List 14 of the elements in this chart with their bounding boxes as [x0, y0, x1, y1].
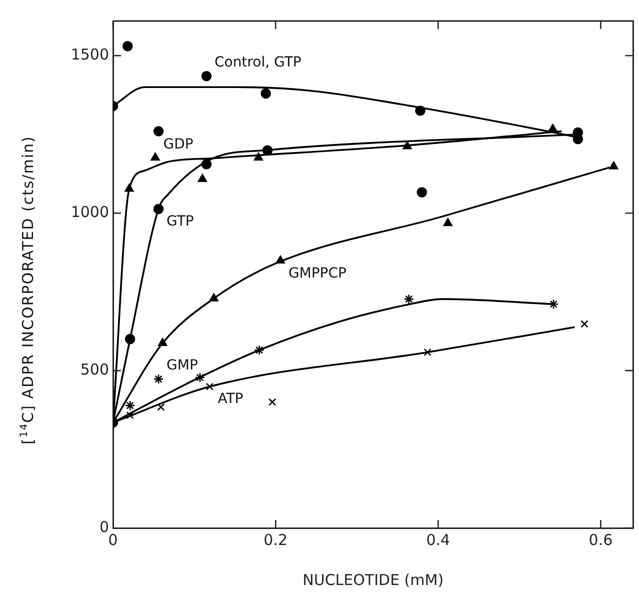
y-tick-label: 1000	[70, 202, 109, 221]
annotation: GTP	[166, 214, 194, 230]
y-tick-label: 1500	[70, 46, 109, 64]
x-tick-label: 0.6	[588, 530, 613, 549]
x-tick-label: 0.4	[426, 530, 450, 549]
annotation: GDP	[163, 136, 194, 152]
annotation: GMPPCP	[288, 265, 346, 282]
annotation: Control, GTP	[214, 54, 302, 71]
y-tick-label: 0	[99, 518, 109, 536]
annotation: GMP	[166, 358, 198, 374]
x-tick-label: 0.2	[264, 530, 288, 549]
annotation: ATP	[218, 391, 244, 408]
y-tick-label: 500	[80, 360, 109, 378]
x-axis-title: NUCLEOTIDE (mM)	[302, 570, 444, 589]
